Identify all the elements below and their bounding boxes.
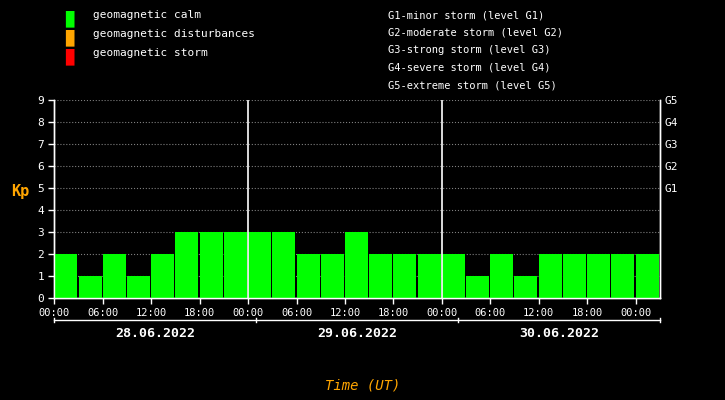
Text: G2-moderate storm (level G2): G2-moderate storm (level G2) xyxy=(388,28,563,38)
Bar xyxy=(127,276,150,298)
Bar xyxy=(369,254,392,298)
Bar xyxy=(224,232,247,298)
Text: G4-severe storm (level G4): G4-severe storm (level G4) xyxy=(388,63,550,73)
Bar xyxy=(466,276,489,298)
Bar xyxy=(273,232,295,298)
Text: geomagnetic disturbances: geomagnetic disturbances xyxy=(93,29,254,39)
Text: G3-strong storm (level G3): G3-strong storm (level G3) xyxy=(388,45,550,55)
Bar xyxy=(175,232,199,298)
Text: Time (UT): Time (UT) xyxy=(325,379,400,393)
Bar xyxy=(248,232,271,298)
Bar xyxy=(394,254,416,298)
Bar xyxy=(539,254,562,298)
Text: █: █ xyxy=(65,10,74,27)
Text: 29.06.2022: 29.06.2022 xyxy=(317,327,397,340)
Y-axis label: Kp: Kp xyxy=(12,184,30,199)
Bar xyxy=(490,254,513,298)
Bar xyxy=(563,254,586,298)
Bar xyxy=(320,254,344,298)
Text: geomagnetic calm: geomagnetic calm xyxy=(93,10,201,20)
Bar xyxy=(587,254,610,298)
Text: █: █ xyxy=(65,48,74,65)
Bar xyxy=(297,254,320,298)
Text: 28.06.2022: 28.06.2022 xyxy=(115,327,195,340)
Text: geomagnetic storm: geomagnetic storm xyxy=(93,48,207,58)
Bar xyxy=(103,254,126,298)
Bar xyxy=(345,232,368,298)
Bar xyxy=(442,254,465,298)
Text: G5-extreme storm (level G5): G5-extreme storm (level G5) xyxy=(388,80,557,90)
Bar xyxy=(152,254,174,298)
Text: 30.06.2022: 30.06.2022 xyxy=(519,327,599,340)
Text: G1-minor storm (level G1): G1-minor storm (level G1) xyxy=(388,10,544,20)
Bar xyxy=(78,276,102,298)
Bar xyxy=(636,254,658,298)
Bar xyxy=(54,254,78,298)
Bar xyxy=(418,254,441,298)
Bar xyxy=(199,232,223,298)
Text: █: █ xyxy=(65,29,74,46)
Bar xyxy=(611,254,634,298)
Bar xyxy=(515,276,537,298)
